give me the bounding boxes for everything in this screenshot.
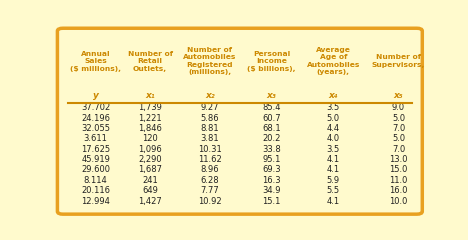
Text: 4.1: 4.1 [327, 155, 340, 164]
Text: 3.5: 3.5 [327, 145, 340, 154]
Text: 1,687: 1,687 [138, 166, 162, 174]
Text: Number of
Automobiles
Registered
(millions),: Number of Automobiles Registered (millio… [183, 47, 237, 75]
Text: 2,290: 2,290 [138, 155, 162, 164]
Text: 5.86: 5.86 [201, 114, 219, 123]
Text: 16.3: 16.3 [262, 176, 281, 185]
Text: Number of
Supervisors,: Number of Supervisors, [372, 54, 425, 68]
Text: 5.0: 5.0 [327, 114, 340, 123]
Text: 5.5: 5.5 [327, 186, 340, 195]
Text: 1,221: 1,221 [138, 114, 162, 123]
Text: 10.92: 10.92 [198, 197, 222, 205]
Text: 85.4: 85.4 [263, 103, 281, 112]
Text: 8.114: 8.114 [84, 176, 108, 185]
Text: 68.1: 68.1 [262, 124, 281, 133]
Text: 7.77: 7.77 [201, 186, 219, 195]
Text: 10.31: 10.31 [198, 145, 222, 154]
Text: Annual
Sales
($ millions),: Annual Sales ($ millions), [70, 51, 121, 72]
Text: 3.611: 3.611 [84, 134, 108, 144]
Text: Number of
Retail
Outlets,: Number of Retail Outlets, [128, 51, 173, 72]
Text: 15.0: 15.0 [389, 166, 408, 174]
Text: 4.1: 4.1 [327, 197, 340, 205]
Text: 649: 649 [142, 186, 158, 195]
Text: 5.0: 5.0 [392, 134, 405, 144]
Text: x₂: x₂ [205, 91, 215, 100]
Text: 9.27: 9.27 [201, 103, 219, 112]
Text: 10.0: 10.0 [389, 197, 408, 205]
Text: 24.196: 24.196 [81, 114, 110, 123]
Text: 69.3: 69.3 [262, 166, 281, 174]
Text: 1,739: 1,739 [138, 103, 162, 112]
Text: Average
Age of
Automobiles
(years),: Average Age of Automobiles (years), [307, 47, 360, 75]
Text: 3.81: 3.81 [201, 134, 219, 144]
Text: 15.1: 15.1 [263, 197, 281, 205]
Text: 20.2: 20.2 [263, 134, 281, 144]
Text: 17.625: 17.625 [81, 145, 110, 154]
Text: 29.600: 29.600 [81, 166, 110, 174]
Text: 60.7: 60.7 [262, 114, 281, 123]
Text: 5.0: 5.0 [392, 114, 405, 123]
Text: Personal
Income
($ billions),: Personal Income ($ billions), [247, 51, 296, 72]
Text: 1,096: 1,096 [138, 145, 162, 154]
Text: 9.0: 9.0 [392, 103, 405, 112]
Text: 12.994: 12.994 [81, 197, 110, 205]
Text: 7.0: 7.0 [392, 124, 405, 133]
FancyBboxPatch shape [58, 28, 422, 214]
Text: 11.62: 11.62 [198, 155, 222, 164]
Text: 1,427: 1,427 [138, 197, 162, 205]
Text: 4.1: 4.1 [327, 166, 340, 174]
Text: x₁: x₁ [145, 91, 155, 100]
Text: 13.0: 13.0 [389, 155, 408, 164]
Text: 5.9: 5.9 [327, 176, 340, 185]
Text: x₅: x₅ [394, 91, 403, 100]
Text: 95.1: 95.1 [263, 155, 281, 164]
Text: 16.0: 16.0 [389, 186, 408, 195]
Text: 241: 241 [142, 176, 158, 185]
Text: y: y [93, 91, 99, 100]
Text: 4.0: 4.0 [327, 134, 340, 144]
Text: x₃: x₃ [267, 91, 277, 100]
Text: 37.702: 37.702 [81, 103, 110, 112]
Text: x₄: x₄ [329, 91, 338, 100]
Text: 1,846: 1,846 [138, 124, 162, 133]
Text: 45.919: 45.919 [81, 155, 110, 164]
Text: 33.8: 33.8 [262, 145, 281, 154]
Text: 4.4: 4.4 [327, 124, 340, 133]
Text: 34.9: 34.9 [263, 186, 281, 195]
Text: 32.055: 32.055 [81, 124, 110, 133]
Text: 20.116: 20.116 [81, 186, 110, 195]
Text: 11.0: 11.0 [389, 176, 408, 185]
Text: 8.81: 8.81 [201, 124, 219, 133]
Text: 6.28: 6.28 [201, 176, 219, 185]
Text: 120: 120 [142, 134, 158, 144]
Text: 8.96: 8.96 [201, 166, 219, 174]
Text: 7.0: 7.0 [392, 145, 405, 154]
Text: 3.5: 3.5 [327, 103, 340, 112]
